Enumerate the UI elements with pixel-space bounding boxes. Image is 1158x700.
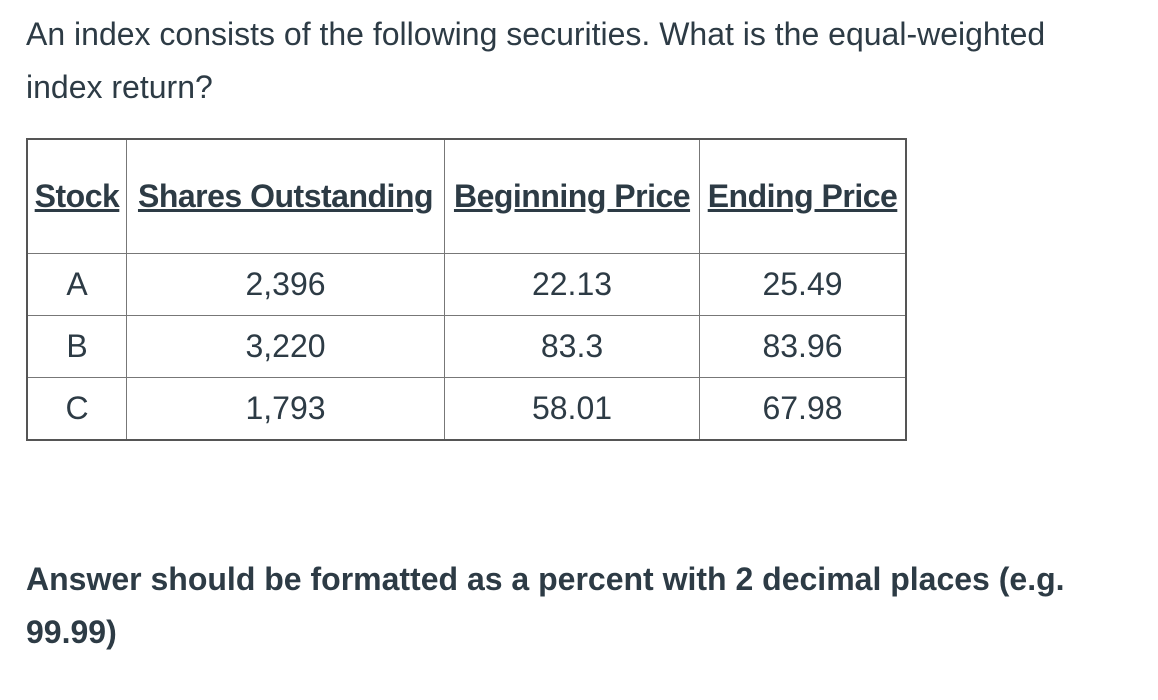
table-row: B 3,220 83.3 83.96	[26, 315, 907, 378]
cell-shares-outstanding: 2,396	[126, 253, 445, 316]
cell-beginning-price: 83.3	[444, 315, 700, 378]
table-row: C 1,793 58.01 67.98	[26, 377, 907, 441]
cell-shares-outstanding: 3,220	[126, 315, 445, 378]
header-stock: Stock	[26, 138, 127, 254]
cell-stock: A	[26, 253, 127, 316]
table-header-row: Stock Shares Outstanding Beginning Price…	[26, 138, 907, 254]
cell-ending-price: 83.96	[699, 315, 907, 378]
cell-beginning-price: 58.01	[444, 377, 700, 441]
cell-ending-price: 67.98	[699, 377, 907, 441]
answer-format-instructions: Answer should be formatted as a percent …	[26, 561, 1065, 650]
cell-beginning-price: 22.13	[444, 253, 700, 316]
cell-ending-price: 25.49	[699, 253, 907, 316]
table-row: A 2,396 22.13 25.49	[26, 253, 907, 316]
securities-table: Stock Shares Outstanding Beginning Price…	[26, 138, 907, 441]
header-beginning-price: Beginning Price	[444, 138, 700, 254]
header-ending-price: Ending Price	[699, 138, 907, 254]
cell-stock: C	[26, 377, 127, 441]
cell-shares-outstanding: 1,793	[126, 377, 445, 441]
question-text: An index consists of the following secur…	[26, 16, 1046, 105]
header-shares-outstanding: Shares Outstanding	[126, 138, 445, 254]
cell-stock: B	[26, 315, 127, 378]
